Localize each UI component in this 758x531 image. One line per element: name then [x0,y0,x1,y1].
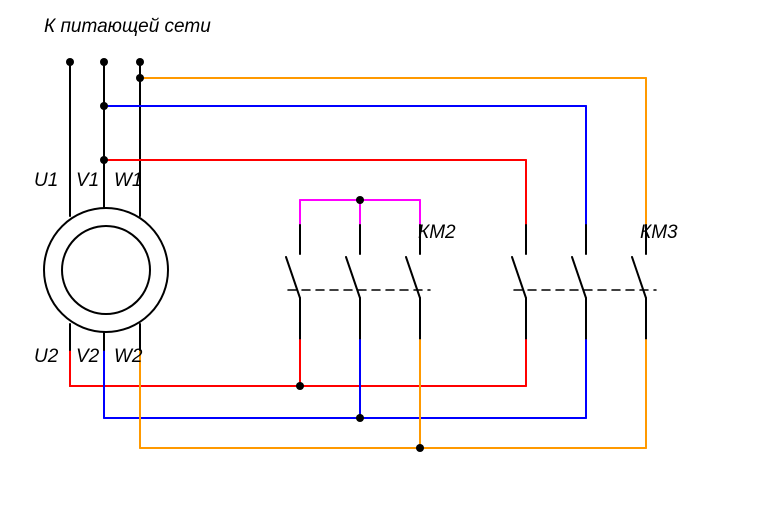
contactor-label-km3: КМ3 [640,222,678,244]
wiring-svg [0,0,758,531]
terminal-label-v2: V2 [76,346,99,368]
terminal-label-v1: V1 [76,170,99,192]
terminal-label-w2: W2 [114,346,143,368]
terminal-label-u1: U1 [34,170,58,192]
title: К питающей сети [44,16,211,38]
terminal-label-w1: W1 [114,170,143,192]
contactor-label-km2: КМ2 [418,222,456,244]
diagram-canvas: К питающей сети U1 V1 W1 U2 V2 W2 КМ2 КМ… [0,0,758,531]
terminal-label-u2: U2 [34,346,58,368]
